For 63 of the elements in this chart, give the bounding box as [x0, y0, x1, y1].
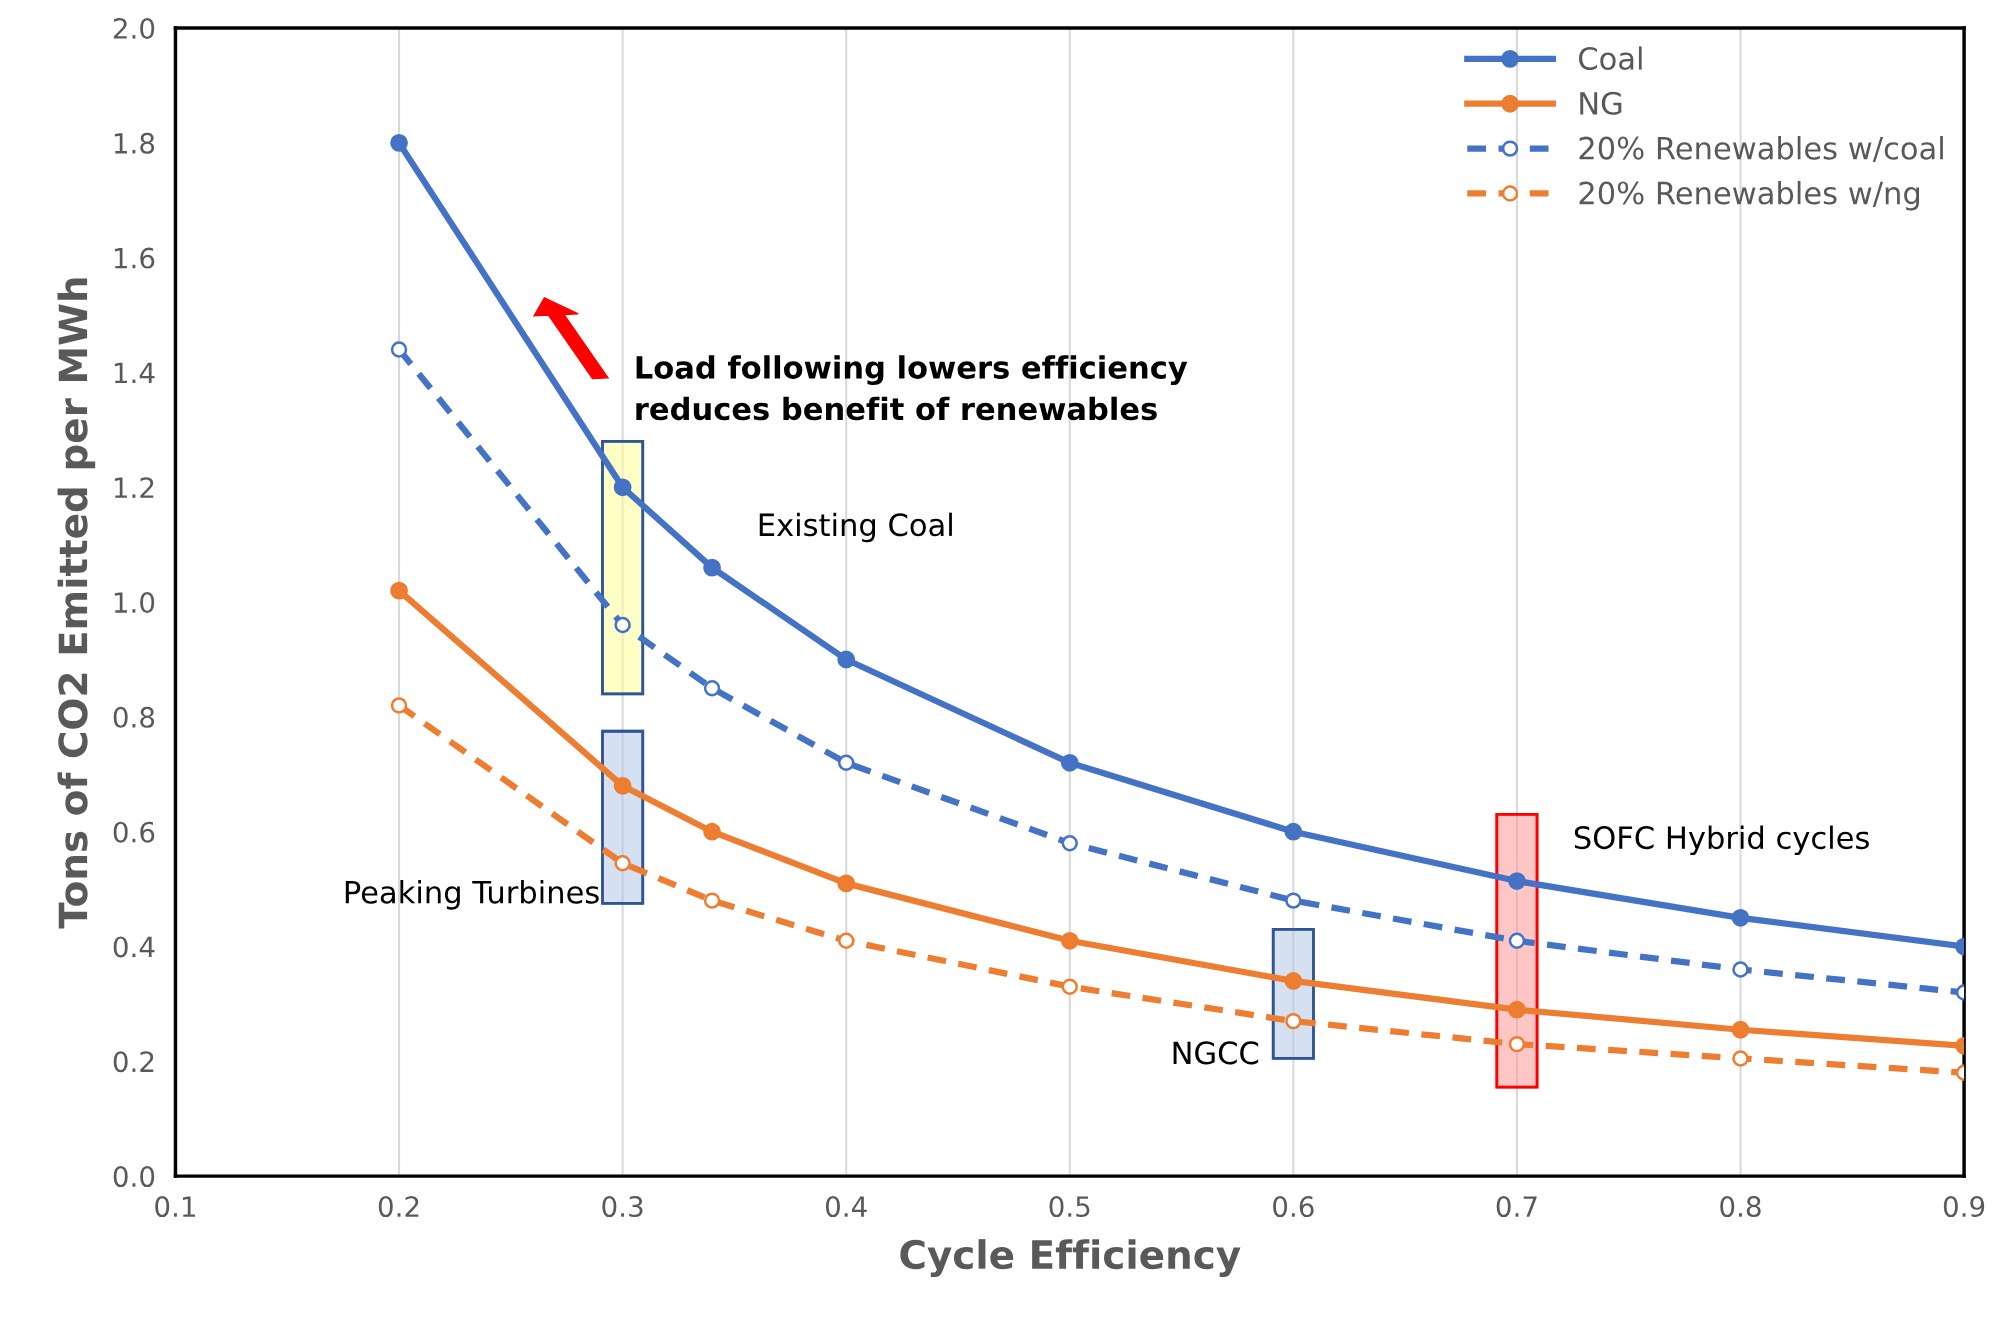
legend-label: 20% Renewables w/coal	[1579, 136, 1943, 163]
y-tick-label: 1.0	[114, 592, 155, 614]
x-axis-title: Cycle Efficiency	[900, 1239, 1241, 1278]
point	[614, 855, 631, 872]
annotation: SOFC Hybrid cycles	[1574, 825, 1869, 856]
x-tick-label: 0.8	[1720, 1196, 1761, 1218]
point	[614, 616, 631, 634]
x-tick-label: 0.5	[1049, 1196, 1090, 1218]
y-axis-title: Tons of CO2 Emitted per MWh	[57, 278, 96, 929]
point	[703, 680, 721, 697]
y-tick-label: 0.4	[113, 936, 155, 958]
annotation: NGCC	[1173, 1041, 1259, 1065]
point	[1731, 908, 1750, 927]
point	[1285, 892, 1302, 909]
point	[1060, 753, 1079, 772]
x-tick-label: 0.7	[1496, 1196, 1537, 1218]
legend-label: 20% Renewables w/ng	[1579, 180, 1920, 211]
point	[390, 697, 408, 714]
annotation: Load following lowers efficiency reduces benefit of renewables	[636, 355, 1188, 421]
point	[613, 776, 632, 795]
point	[838, 932, 855, 949]
point	[613, 478, 632, 497]
point	[1061, 834, 1078, 852]
point	[837, 874, 856, 893]
legend-label: Coal	[1579, 46, 1642, 71]
point	[1732, 961, 1749, 978]
point	[390, 341, 408, 358]
point	[1508, 872, 1526, 890]
y-tick-label: 1.2	[114, 477, 154, 498]
point	[1284, 822, 1303, 841]
x-tick-label: 0.9	[1943, 1196, 1985, 1218]
x-tick-label: 0.1	[155, 1196, 195, 1218]
point	[1731, 1020, 1750, 1039]
y-tick-label: 0.2	[113, 1051, 154, 1073]
y-tick-label: 1.6	[114, 247, 155, 269]
y-tick-label: 1.4	[114, 362, 155, 384]
point	[703, 558, 721, 577]
y-tick-label: 0.8	[113, 706, 155, 728]
point	[703, 892, 721, 909]
y-tick-label: 0.6	[113, 821, 155, 843]
point	[390, 133, 408, 152]
y-tick-label: 0.0	[113, 1166, 155, 1188]
legend-label: NG	[1580, 91, 1622, 115]
annotation: Peaking Turbines	[345, 880, 599, 910]
annotation: Existing Coal	[759, 512, 952, 543]
x-tick-label: 0.3	[602, 1196, 643, 1218]
point	[390, 581, 408, 600]
point	[1508, 1000, 1526, 1019]
point	[1284, 972, 1303, 990]
point	[837, 650, 856, 669]
point	[1285, 1012, 1302, 1030]
y-tick-label: 2.0	[113, 17, 155, 39]
x-tick-label: 0.2	[378, 1196, 419, 1218]
point	[703, 822, 721, 841]
point	[1061, 978, 1078, 995]
point	[1732, 1050, 1749, 1067]
x-tick-label: 0.4	[825, 1196, 867, 1218]
point	[1508, 932, 1526, 949]
point	[1508, 1035, 1526, 1053]
x-tick-label: 0.6	[1273, 1196, 1314, 1218]
point	[1060, 931, 1079, 950]
y-tick-label: 1.8	[114, 132, 155, 154]
point	[838, 754, 855, 772]
